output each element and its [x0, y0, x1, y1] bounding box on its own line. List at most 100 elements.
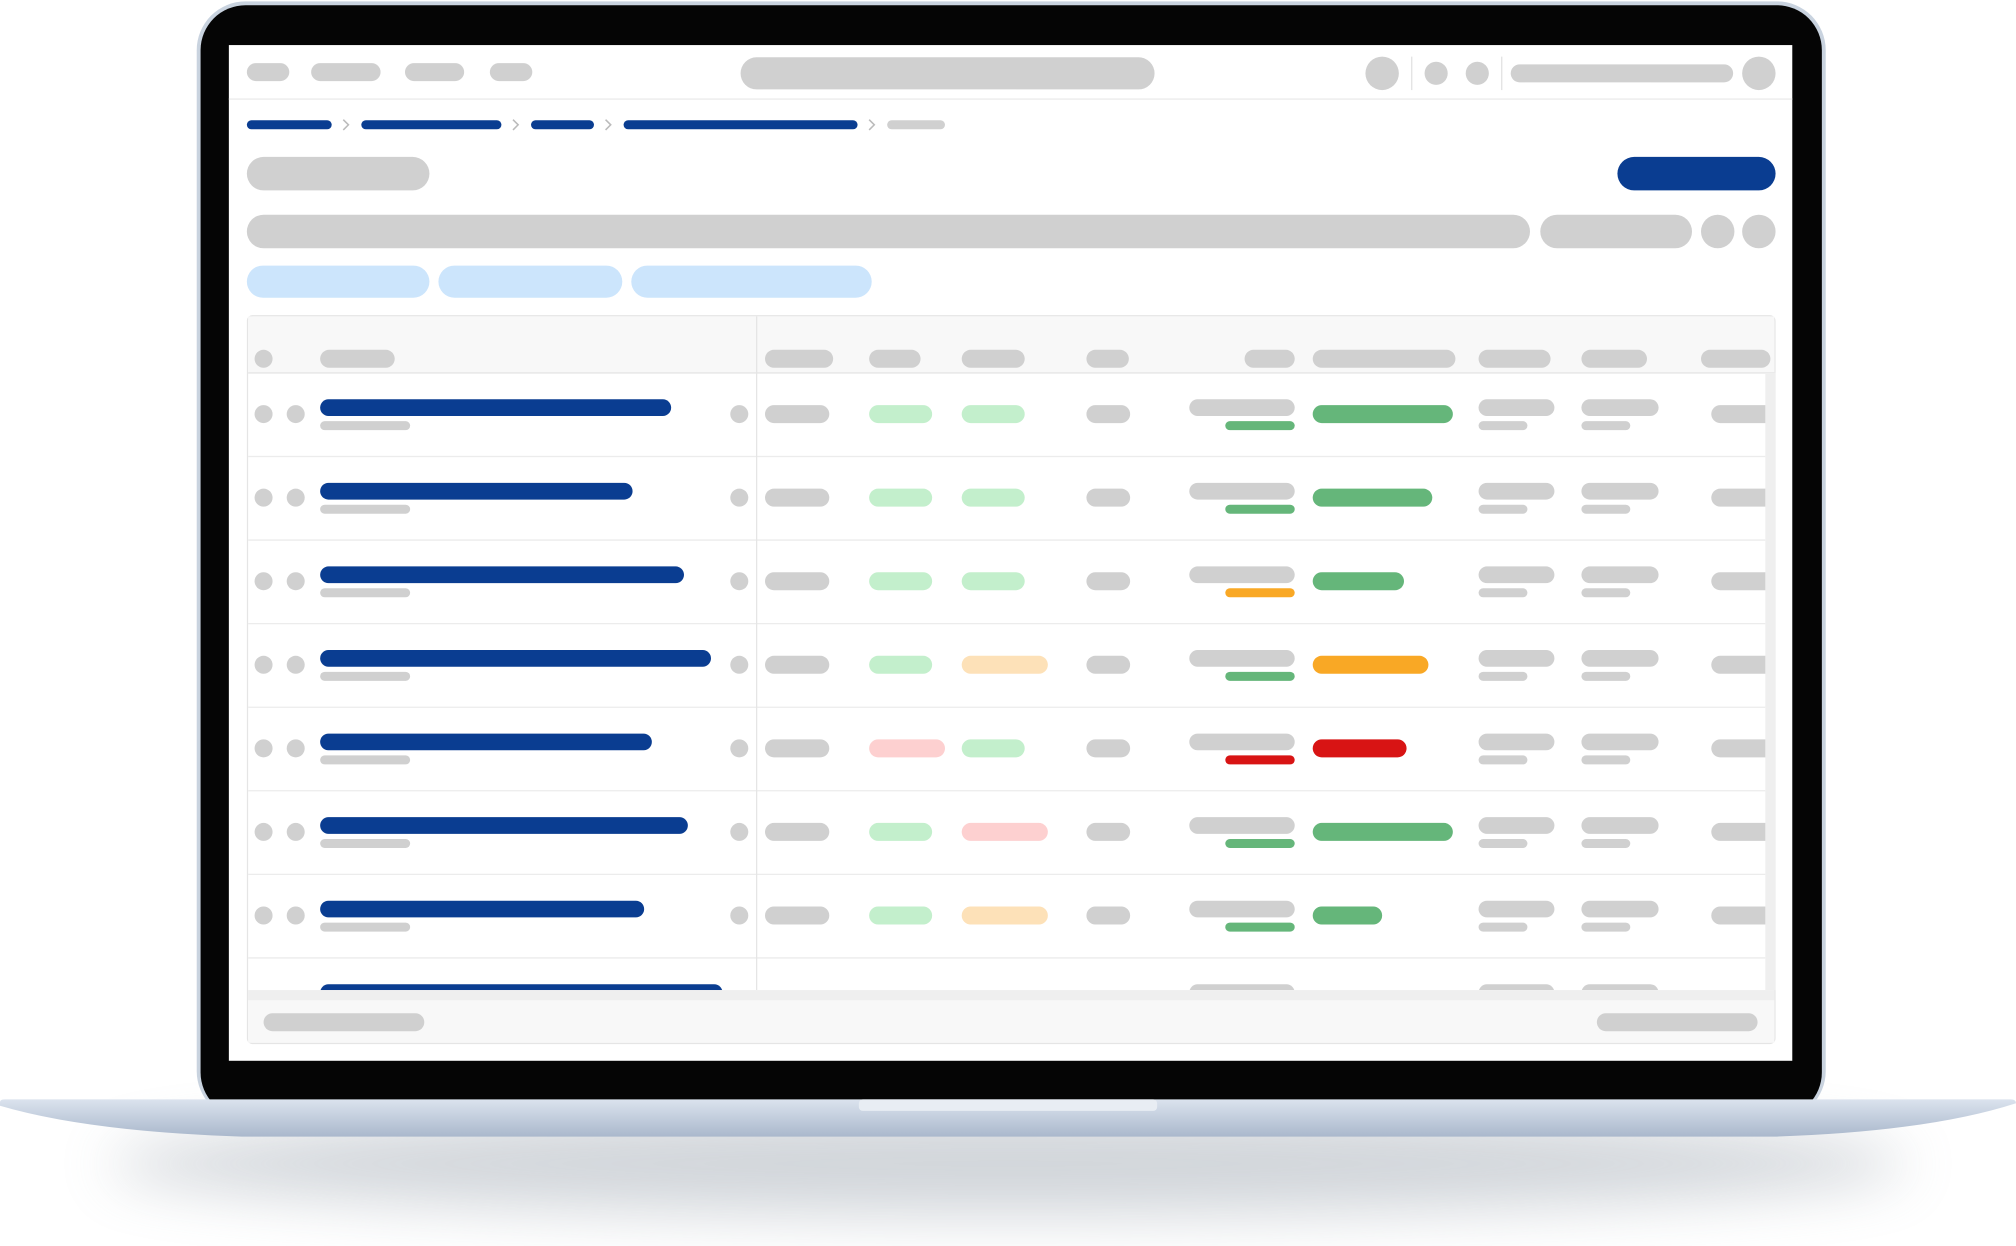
table-row[interactable] — [248, 984, 1775, 1041]
cell — [1581, 900, 1659, 918]
icon-button[interactable] — [1465, 61, 1489, 85]
filter-chip[interactable] — [631, 265, 872, 298]
table-row[interactable] — [248, 817, 1776, 875]
table-row[interactable] — [248, 399, 1776, 458]
row-checkbox[interactable] — [254, 572, 273, 591]
nav-link[interactable] — [405, 63, 465, 82]
breadcrumb-link[interactable] — [246, 120, 332, 130]
cell — [765, 822, 830, 841]
avatar[interactable] — [1742, 56, 1776, 91]
cell — [1189, 399, 1295, 416]
column-header[interactable] — [961, 349, 1025, 368]
row-menu[interactable] — [730, 572, 749, 591]
row-icon — [286, 572, 305, 591]
column-header[interactable] — [1086, 349, 1129, 368]
filter-chip[interactable] — [438, 265, 623, 298]
cell — [1581, 650, 1659, 667]
icon-button[interactable] — [1742, 214, 1776, 249]
cell — [1189, 566, 1295, 584]
column-header[interactable] — [869, 349, 921, 368]
row-title-link[interactable] — [320, 482, 633, 500]
icon-button[interactable] — [1365, 56, 1399, 91]
progress-indicator — [1225, 504, 1295, 514]
cell-sub — [1478, 839, 1528, 848]
row-title-link[interactable] — [320, 900, 645, 918]
status-pill — [961, 822, 1048, 841]
row-menu[interactable] — [730, 405, 749, 424]
row-icon — [286, 488, 305, 507]
cell-sub — [1478, 755, 1528, 765]
row-title-link[interactable] — [320, 984, 723, 1001]
cell — [1711, 572, 1776, 591]
column-header[interactable] — [765, 349, 834, 368]
cell — [765, 405, 830, 424]
cell — [1478, 482, 1555, 500]
row-checkbox[interactable] — [254, 906, 273, 925]
breadcrumb-link[interactable] — [623, 120, 858, 130]
cell — [1478, 566, 1555, 584]
table-row[interactable] — [248, 566, 1776, 625]
cell — [1086, 405, 1131, 424]
row-menu[interactable] — [730, 739, 749, 758]
cell — [765, 739, 830, 758]
row-checkbox[interactable] — [254, 655, 273, 674]
table-row[interactable] — [248, 733, 1776, 792]
pagination[interactable] — [1596, 1013, 1758, 1032]
cell — [1581, 733, 1659, 751]
cell — [1478, 984, 1555, 991]
progress-indicator — [1225, 671, 1295, 681]
breadcrumb-current — [887, 120, 945, 130]
progress-indicator — [1225, 421, 1295, 431]
status-pill — [961, 739, 1025, 758]
filter-dropdown[interactable] — [1540, 214, 1692, 249]
row-checkbox[interactable] — [254, 822, 273, 841]
column-header[interactable] — [1581, 349, 1647, 368]
cell — [1086, 906, 1131, 925]
nav-link[interactable] — [246, 63, 290, 82]
row-title-link[interactable] — [320, 566, 684, 584]
search-box[interactable] — [740, 57, 1155, 90]
row-checkbox[interactable] — [254, 488, 273, 507]
row-menu[interactable] — [730, 488, 749, 507]
row-menu[interactable] — [730, 655, 749, 674]
icon-button[interactable] — [1424, 61, 1448, 85]
icon-button[interactable] — [1701, 214, 1735, 249]
table-row[interactable] — [248, 900, 1776, 959]
row-checkbox[interactable] — [254, 405, 273, 424]
progress-indicator — [1225, 922, 1295, 932]
cell — [1189, 650, 1295, 667]
cell — [1189, 482, 1295, 500]
cell — [765, 906, 830, 925]
row-count — [263, 1013, 425, 1032]
nav-link[interactable] — [311, 63, 381, 82]
filter-chip[interactable] — [246, 265, 430, 298]
cell — [1086, 822, 1131, 841]
row-title-link[interactable] — [320, 817, 688, 834]
column-header[interactable] — [1312, 349, 1456, 368]
row-icon — [286, 405, 305, 424]
table-row[interactable] — [248, 482, 1776, 541]
row-menu[interactable] — [730, 822, 749, 841]
primary-button[interactable] — [1617, 156, 1776, 191]
filter-search[interactable] — [246, 214, 1530, 249]
cell — [1189, 900, 1295, 918]
cell-sub — [1478, 421, 1528, 431]
row-menu[interactable] — [730, 906, 749, 925]
row-title-link[interactable] — [320, 733, 652, 751]
row-checkbox[interactable] — [254, 739, 273, 758]
nav-link[interactable] — [489, 63, 533, 82]
row-title-link[interactable] — [320, 399, 672, 416]
breadcrumb-link[interactable] — [361, 120, 502, 130]
select-all[interactable] — [254, 349, 273, 368]
cell — [1581, 482, 1659, 500]
progress-bar — [1312, 655, 1429, 674]
status-pill — [961, 405, 1025, 424]
breadcrumb-link[interactable] — [531, 120, 594, 130]
row-title-link[interactable] — [320, 650, 711, 667]
column-header[interactable] — [1701, 349, 1771, 368]
column-header[interactable] — [1244, 349, 1295, 368]
column-header[interactable] — [1478, 349, 1551, 368]
column-header[interactable] — [320, 349, 395, 368]
table-row[interactable] — [248, 650, 1776, 708]
